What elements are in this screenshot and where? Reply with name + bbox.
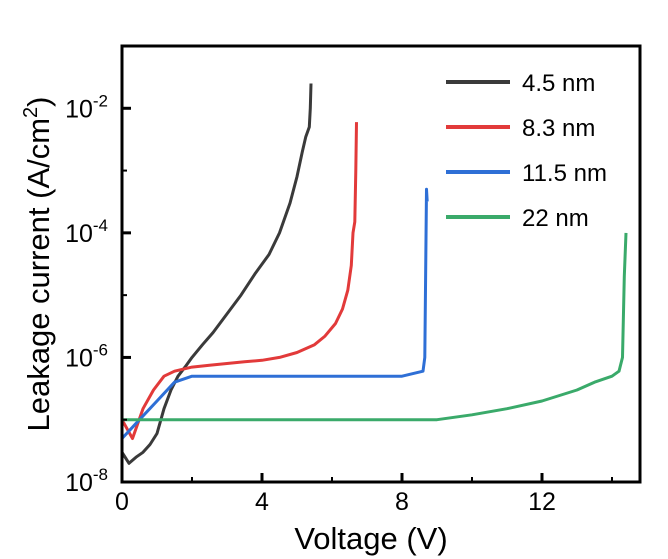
legend-label-2: 11.5 nm (522, 160, 607, 187)
y-axis-title-base: Leakage current (A/cm (21, 118, 56, 432)
x-tick-label: 8 (395, 488, 409, 516)
series-line-2 (120, 187, 429, 440)
y-tick-label: 10-8 (65, 465, 108, 497)
series-line-1 (120, 122, 358, 440)
y-tick-label: 10-4 (65, 216, 108, 248)
y-tick-label-exponent: -8 (93, 465, 108, 484)
y-tick-label-base: 10 (65, 469, 93, 497)
y-axis-title: Leakage current (A/cm2) (20, 96, 56, 431)
legend-label-0: 4.5 nm (522, 70, 595, 97)
y-tick-label: 10-6 (65, 340, 108, 372)
legend-label-3: 22 nm (522, 205, 589, 232)
x-tick-label: 0 (115, 488, 129, 516)
y-tick-label-exponent: -6 (93, 340, 108, 359)
legend-label-1: 8.3 nm (522, 115, 595, 142)
y-axis-title-superscript: 2 (20, 107, 42, 118)
y-tick-label-base: 10 (65, 95, 93, 123)
x-axis-title: Voltage (V) (294, 521, 447, 556)
y-tick-label: 10-2 (65, 91, 108, 123)
series-layer (120, 83, 628, 465)
x-tick-label: 4 (255, 488, 269, 516)
y-tick-label-exponent: -4 (93, 216, 108, 235)
y-tick-label-exponent: -2 (93, 91, 108, 110)
y-tick-label-base: 10 (65, 220, 93, 248)
y-tick-label-base: 10 (65, 344, 93, 372)
series-line-3 (122, 232, 628, 422)
y-axis-title-end: ) (21, 96, 56, 106)
x-tick-label: 12 (528, 488, 556, 516)
plot-frame (120, 44, 642, 484)
series-line-0 (120, 83, 313, 465)
legend: 4.5 nm 8.3 nm 11.5 nm 22 nm (446, 70, 607, 232)
